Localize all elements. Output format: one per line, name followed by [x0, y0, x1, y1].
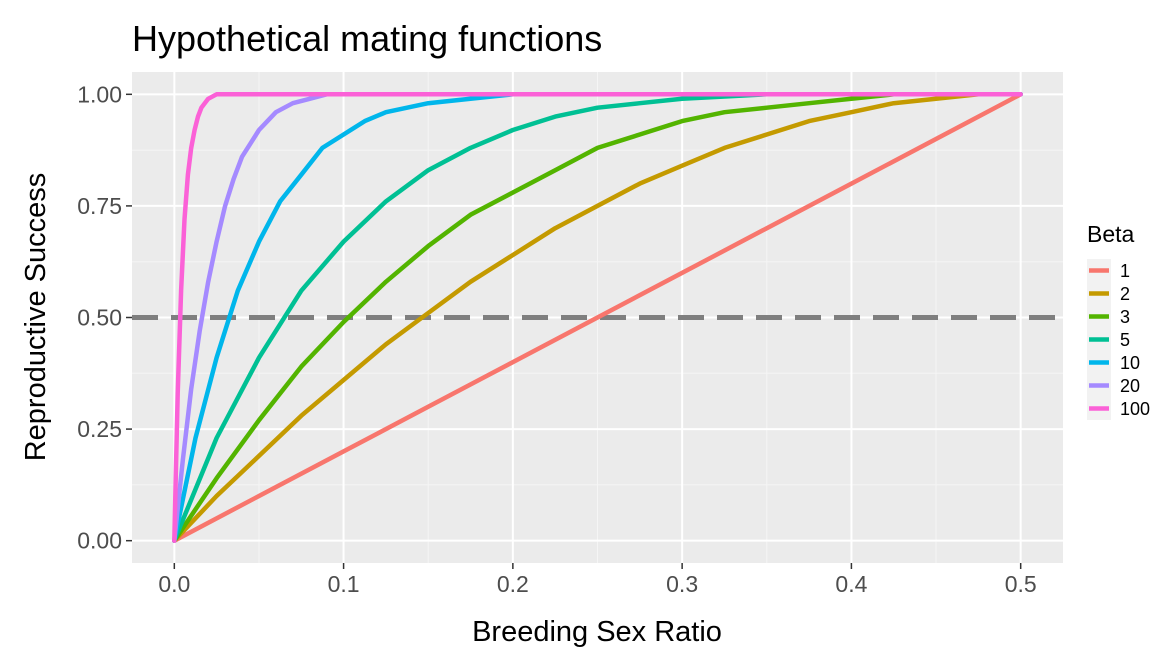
- y-axis-ticks: 0.00 0.25 0.50 0.75 1.00: [77, 81, 132, 554]
- legend-label: 1: [1120, 261, 1130, 281]
- legend-label: 10: [1120, 353, 1140, 373]
- y-tick-label: 0.00: [77, 528, 122, 554]
- x-tick-label: 0.2: [497, 571, 529, 597]
- legend-label: 3: [1120, 307, 1130, 327]
- legend-items: 1 2 3 5 10 20 100: [1087, 259, 1150, 420]
- x-axis-ticks: 0.0 0.1 0.2 0.3 0.4 0.5: [158, 563, 1037, 597]
- y-tick-label: 0.75: [77, 193, 122, 219]
- chart-title: Hypothetical mating functions: [132, 18, 602, 59]
- legend-label: 2: [1120, 284, 1130, 304]
- series-lines: [172, 92, 1023, 543]
- legend-label: 20: [1120, 376, 1140, 396]
- legend-title: Beta: [1087, 221, 1135, 247]
- x-tick-label: 0.0: [158, 571, 190, 597]
- series-line-beta-2: [172, 92, 1023, 543]
- x-tick-label: 0.4: [835, 571, 867, 597]
- x-tick-label: 0.1: [328, 571, 360, 597]
- x-tick-label: 0.3: [666, 571, 698, 597]
- x-axis-title: Breeding Sex Ratio: [472, 616, 722, 648]
- legend: Beta 1 2 3 5 10 20 100: [1087, 221, 1150, 420]
- x-tick-label: 0.5: [1005, 571, 1037, 597]
- series-line-beta-1: [172, 92, 1023, 543]
- y-tick-label: 0.25: [77, 416, 122, 442]
- legend-label: 100: [1120, 399, 1150, 419]
- y-axis-title: Reproductive Success: [20, 173, 52, 462]
- legend-label: 5: [1120, 330, 1130, 350]
- y-tick-label: 1.00: [77, 81, 122, 107]
- series-line-beta-100: [172, 92, 1023, 543]
- y-tick-label: 0.50: [77, 305, 122, 331]
